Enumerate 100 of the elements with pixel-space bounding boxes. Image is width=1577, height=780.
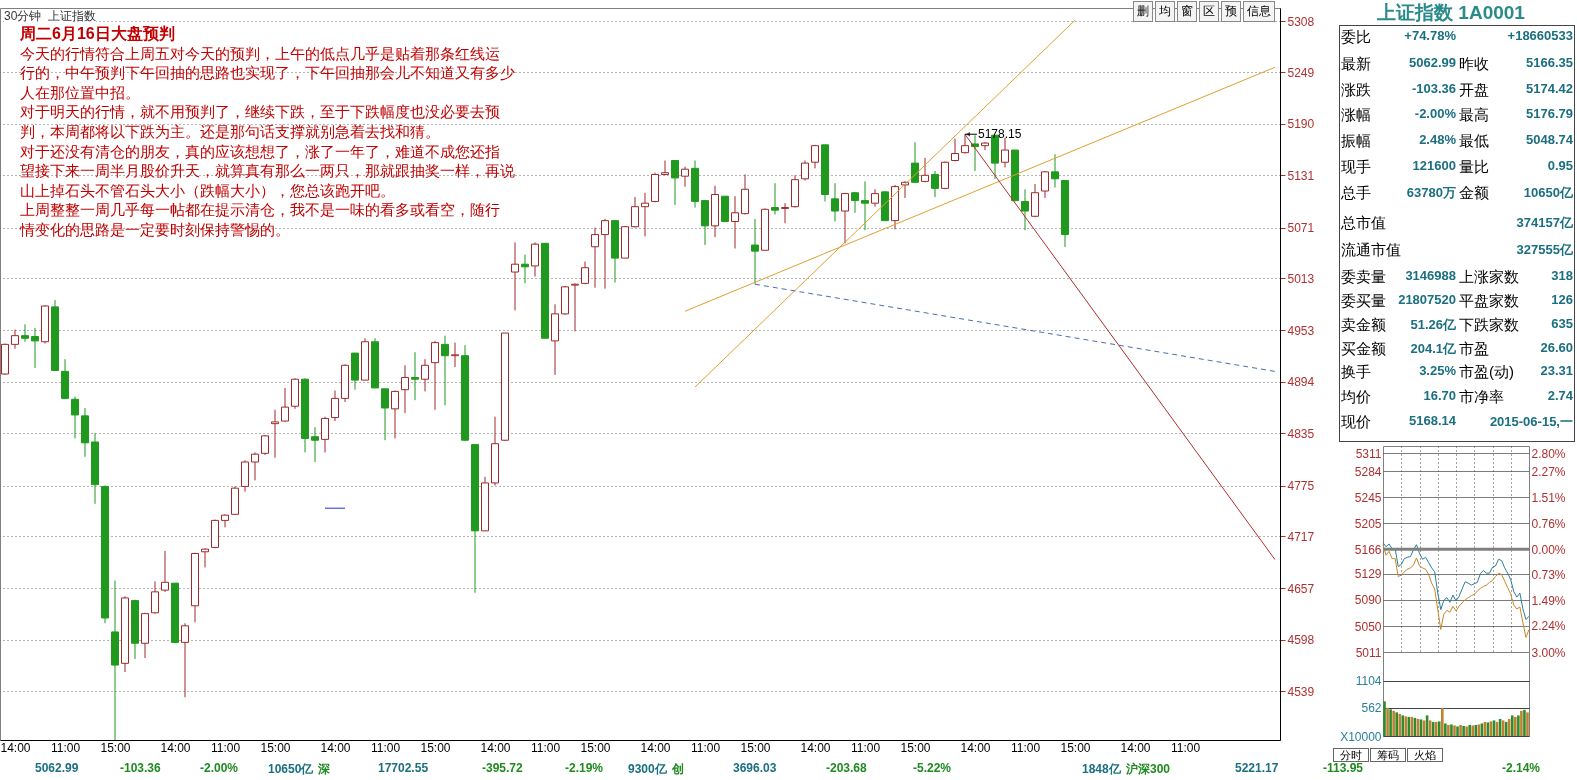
candlestick xyxy=(771,182,779,216)
candlestick xyxy=(641,192,649,237)
y2-tick-label: 1.51% xyxy=(1531,491,1566,506)
candlestick xyxy=(441,335,449,406)
x-tick-label: 14:00 xyxy=(480,740,511,755)
text: 318 xyxy=(1551,268,1573,283)
candlestick xyxy=(181,622,189,698)
text: 5048.74 xyxy=(1526,132,1573,147)
candlestick xyxy=(331,390,339,422)
annotation: 上周整整一周几乎每一帖都在提示清仓，我不是一味的看多或看空，随行 xyxy=(20,200,501,220)
candlestick xyxy=(591,227,599,289)
text: 市盈 xyxy=(1459,340,1489,359)
candlestick xyxy=(781,202,789,224)
candlestick xyxy=(11,329,19,350)
text: 火焰 xyxy=(1407,748,1443,762)
candlestick xyxy=(671,160,679,206)
annotation: 均 xyxy=(1155,1,1175,22)
annotation: 今天的行情符合上周五对今天的预判，上午的低点几乎是贴着那条红线运 xyxy=(20,43,501,64)
text: 3146988 xyxy=(1405,268,1456,283)
text: 16.70 xyxy=(1423,388,1456,403)
candlestick xyxy=(681,166,689,188)
text: -103.36 xyxy=(1411,81,1456,96)
candlestick xyxy=(661,160,669,176)
y-tick-label: 4775 xyxy=(1287,479,1315,494)
x-tick-label: 15:00 xyxy=(420,740,451,755)
candlestick xyxy=(161,550,169,593)
annotation: 山上掉石头不管石头大小（跌幅大小），您总该跑开吧。 xyxy=(20,180,396,201)
annotation: 望接下来一周半月股价升天，就算真有那么一两只，那就跟抽奖一样，再说 xyxy=(20,161,515,181)
candlestick xyxy=(391,390,399,439)
y-tick-label: 1104 xyxy=(1355,674,1382,688)
text: -113.95 xyxy=(1323,761,1364,775)
candlestick xyxy=(601,218,609,290)
y-tick-label: 5311 xyxy=(1355,446,1382,461)
y-tick-label: 4953 xyxy=(1287,323,1315,338)
text: 流通市值 xyxy=(1341,241,1401,260)
text: 0.95 xyxy=(1547,158,1573,173)
y-tick-label: 5166 xyxy=(1354,542,1382,557)
text: 9300亿 xyxy=(628,761,667,778)
x-tick-label: 15:00 xyxy=(900,740,931,755)
candlestick xyxy=(751,218,759,285)
x-tick-label: 15:00 xyxy=(260,740,291,755)
y-tick-label: 5284 xyxy=(1354,464,1382,479)
text: 沪深300 xyxy=(1126,761,1171,778)
y-tick-label: 5090 xyxy=(1354,593,1382,608)
text: 5168.14 xyxy=(1409,413,1456,428)
candlestick xyxy=(401,364,409,414)
candlestick xyxy=(801,160,809,182)
x-tick-label: 14:00 xyxy=(960,740,991,755)
candlestick xyxy=(631,196,639,229)
x-tick-label: 11:00 xyxy=(530,740,561,755)
text: -2.14% xyxy=(1502,761,1541,775)
y-tick-label: 4539 xyxy=(1287,684,1315,699)
x-tick-label: 14:00 xyxy=(800,740,831,755)
bar xyxy=(1383,701,1386,736)
x-tick-label: 11:00 xyxy=(1170,740,1201,755)
text: 5166.35 xyxy=(1526,55,1573,70)
text: 21807520 xyxy=(1398,292,1456,307)
x-tick-label: 11:00 xyxy=(50,740,81,755)
text: 现价 xyxy=(1341,413,1371,432)
text: 121600 xyxy=(1412,158,1456,173)
candlestick xyxy=(381,388,389,441)
annotation: 窗 xyxy=(1177,1,1197,22)
text: 卖金额 xyxy=(1341,316,1386,335)
text: 10650亿 xyxy=(1523,184,1573,202)
text: 5176.79 xyxy=(1526,106,1573,121)
text: 204.1亿 xyxy=(1410,340,1456,358)
x-tick-label: 14:00 xyxy=(320,740,351,755)
text: 635 xyxy=(1551,316,1573,331)
annotation: 情变化的思路是一定要时刻保持警惕的。 xyxy=(20,219,291,240)
y2-tick-label: 0.00% xyxy=(1531,542,1566,557)
text: 5174.42 xyxy=(1526,81,1573,96)
text: 委买量 xyxy=(1341,292,1386,311)
candlestick xyxy=(1041,170,1049,199)
candlestick xyxy=(421,358,429,392)
annotation: 区 xyxy=(1199,1,1219,22)
x-tick-label: 15:00 xyxy=(100,740,131,755)
annotation: 信息 xyxy=(1243,1,1275,22)
text: 涨跌 xyxy=(1341,81,1371,100)
y-tick-label: 5308 xyxy=(1287,14,1315,29)
bar xyxy=(1441,707,1444,736)
y2-tick-label: 2.80% xyxy=(1531,447,1566,462)
annotation: 5178.15 xyxy=(978,127,1022,142)
y2-tick-label: 0.76% xyxy=(1531,516,1566,531)
text: 5221.17 xyxy=(1235,761,1279,775)
text: 3696.03 xyxy=(733,761,777,775)
y2-tick-label: 2.27% xyxy=(1531,465,1566,480)
y2-tick-label: 0.73% xyxy=(1531,567,1566,582)
text: 5062.99 xyxy=(1409,55,1456,70)
text: 总手 xyxy=(1341,184,1371,203)
candlestick xyxy=(1021,188,1029,231)
text: 委比 xyxy=(1341,28,1371,47)
y-tick-label: 5131 xyxy=(1287,168,1315,183)
x-tick-label: 14:00 xyxy=(640,740,671,755)
candlestick xyxy=(1001,137,1009,168)
text: 63780万 xyxy=(1406,184,1456,202)
candlestick xyxy=(31,327,39,369)
text: 振幅 xyxy=(1341,132,1371,151)
y-tick-label: 562 xyxy=(1361,701,1382,716)
text: 51.26亿 xyxy=(1410,316,1456,334)
annotation: 行的，中午预判下午回抽的思路也实现了，下午回抽那会儿不知道又有多少 xyxy=(20,63,515,83)
